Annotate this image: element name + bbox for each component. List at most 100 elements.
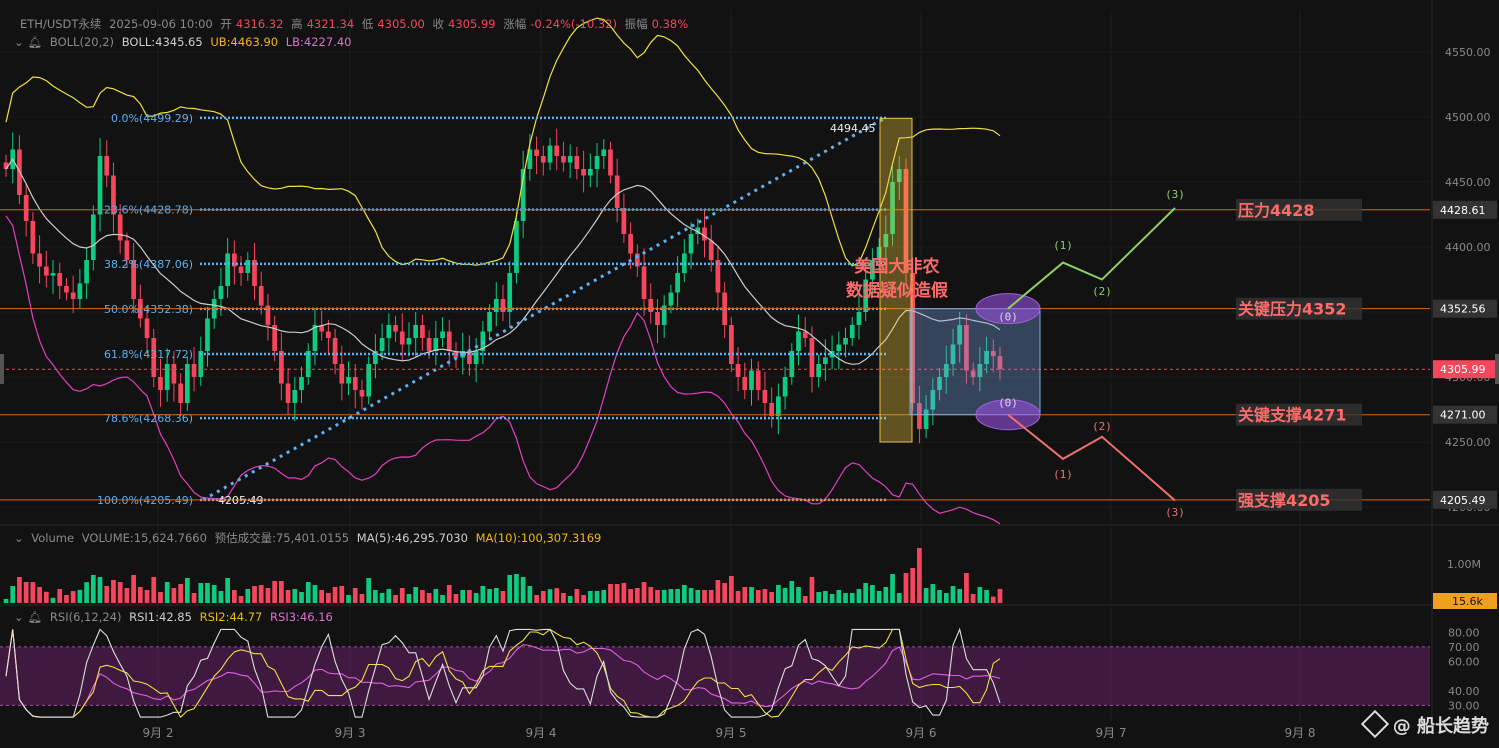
x-tick-label: 9月 3 [334,726,365,740]
price-axis-tag [1433,405,1497,424]
chevron-down-icon[interactable]: ⌄ [14,531,24,545]
level-label: 压力4428 [1238,201,1315,220]
volume-bar [964,573,969,603]
ohlc-header: ETH/USDT永续 2025-09-06 10:00 开 4316.32 高 43… [20,16,692,32]
boll-lower-line [5,215,1001,525]
high-price-label: 4494.45 [830,122,876,135]
volume-bar [312,585,318,603]
candle-body [64,286,69,293]
volume-bar [399,588,405,603]
boll-upper-line [5,17,1001,267]
volume-bar [823,591,828,603]
candle-body [547,145,553,163]
candle-body [608,149,613,176]
volume-bar [695,590,701,603]
candle-body [493,299,499,312]
volume-bar [10,586,16,603]
close-label: 收 [432,17,445,31]
volume-bar [917,548,922,603]
candle-body [393,325,398,332]
volume-bar [534,595,539,603]
price-axis-tag [1433,299,1497,318]
volume-bar [406,594,412,603]
volume-bar [97,577,103,603]
bell-icon[interactable]: 🔔︎ [27,35,43,49]
bullish-path-label: (1) [1053,239,1073,252]
candle-body [480,331,486,351]
candle-body [957,325,963,345]
volume-legend: ⌄ Volume VOLUME:15,624.7660 预估成交量:75,401… [14,530,605,546]
rsi3-line [5,629,1001,718]
candle-body [399,331,405,345]
level-label: 强支撑4205 [1238,491,1331,510]
candle-body [144,318,150,338]
level-label: 关键压力4352 [1238,300,1347,319]
candle-body [937,377,942,390]
volume-bar [661,590,667,603]
volume-bar [366,578,372,603]
open-label: 开 [220,17,232,31]
volume-bar [587,591,593,603]
volume-bar [426,593,432,603]
candle-body [178,383,183,403]
volume-bar [50,597,56,603]
range-marker-label: (0) [998,311,1018,324]
candle-body [467,351,472,364]
volume-bar [702,590,707,603]
candle-body [43,266,49,276]
candle-body [352,377,358,390]
volume-bar [57,589,63,603]
volume-bar [245,589,251,603]
volume-bar [634,588,640,603]
x-tick-label: 9月 8 [1284,726,1315,740]
fib-trend-line [202,116,886,502]
x-tick-label: 9月 7 [1095,726,1126,740]
chevron-down-icon[interactable]: ⌄ [14,610,24,624]
candle-body [903,169,909,273]
candle-body [312,325,318,351]
candle-body [917,403,922,429]
volume-bar [232,590,237,603]
candle-body [876,247,882,260]
x-tick-label: 9月 2 [142,726,173,740]
chevron-down-icon[interactable]: ⌄ [14,35,24,49]
candle-body [279,351,284,384]
volume-bar [910,568,916,603]
candle-body [863,279,869,312]
volume-bar [789,581,795,603]
volume-bar [540,591,546,603]
fib-level-label: 78.6%(4268.36) [104,412,193,425]
candle-body [742,377,748,390]
amp-label: 振幅 [624,17,648,31]
fib-level-label: 38.2%(4387.06) [104,258,193,271]
volume-bar [433,589,439,603]
candle-body [695,227,701,234]
candle-body [205,318,210,351]
candle-body [755,370,761,390]
volume-bar [561,593,566,603]
volume-bar [37,587,42,603]
volume-bar [487,589,492,603]
y-tick-label: 4500.00 [1445,111,1491,124]
fib-level-label: 50.0%(4352.38) [104,303,193,316]
volume-bar [957,589,963,603]
volume-bar [279,581,284,603]
volume-bar [467,590,472,603]
right-scroll-handle[interactable] [1495,354,1499,384]
candle-body [285,383,291,403]
candle-body [191,364,197,377]
bullish-path-label: (3) [1165,188,1185,201]
left-scroll-handle[interactable] [0,354,4,384]
volume-bar [420,590,425,603]
candle-body [3,162,9,169]
volume-bar [117,582,123,603]
volume-bar [796,587,801,603]
rsi-axis-label: 40.00 [1448,685,1480,698]
candle-body [218,286,224,299]
bell-icon[interactable]: 🔔︎ [27,610,43,624]
candle-body [473,351,479,364]
volume-bar [30,582,36,603]
volume-bar [252,586,257,603]
volume-bar [816,592,822,603]
